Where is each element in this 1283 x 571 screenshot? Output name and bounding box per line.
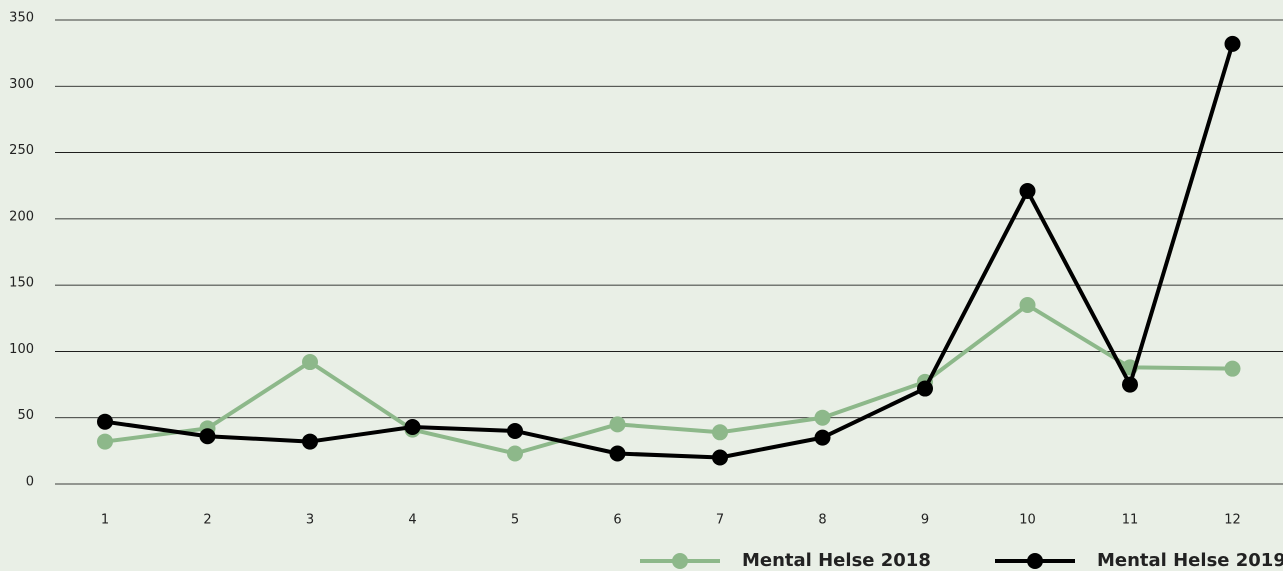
data-point [302,354,318,371]
y-tick-label: 300 [9,77,34,92]
legend-marker [672,553,688,569]
x-tick-label: 3 [306,513,314,528]
data-point [814,429,831,446]
data-point [1019,183,1036,200]
data-point [712,424,728,441]
y-tick-label: 350 [9,11,34,26]
data-point [814,409,831,426]
data-point [917,380,933,397]
data-point [1224,360,1241,377]
x-tick-label: 10 [1019,513,1036,528]
data-point [609,445,626,462]
x-tick-label: 7 [716,513,724,528]
data-point [199,428,216,445]
legend-text: Mental Helse 2018 [742,550,931,571]
data-point [1019,297,1036,314]
x-tick-label: 11 [1122,513,1139,528]
data-point [97,433,113,450]
y-tick-label: 0 [26,475,34,490]
data-point [609,416,626,433]
series-line [104,43,1235,460]
data-point [97,413,113,430]
data-point [302,433,318,450]
y-tick-label: 250 [9,143,34,158]
data-point [712,449,728,466]
x-tick-label: 8 [818,513,826,528]
y-tick-label: 200 [9,209,34,224]
legend-text: Mental Helse 2019 [1097,550,1283,571]
data-point [404,418,421,435]
x-tick-label: 2 [203,513,211,528]
x-tick-label: 1 [101,513,109,528]
x-tick-label: 4 [408,513,416,528]
x-tick-label: 6 [613,513,621,528]
data-point [1224,35,1241,52]
legend-marker [1027,553,1043,569]
x-tick-label: 5 [511,513,519,528]
data-point [1122,376,1138,393]
y-tick-label: 50 [17,408,34,423]
y-tick-label: 100 [9,342,34,357]
x-tick-label: 12 [1224,513,1241,528]
y-tick-label: 150 [9,276,34,291]
x-tick-label: 9 [921,513,929,528]
data-point [507,445,523,462]
series-line [104,303,1233,456]
data-point [507,422,523,439]
